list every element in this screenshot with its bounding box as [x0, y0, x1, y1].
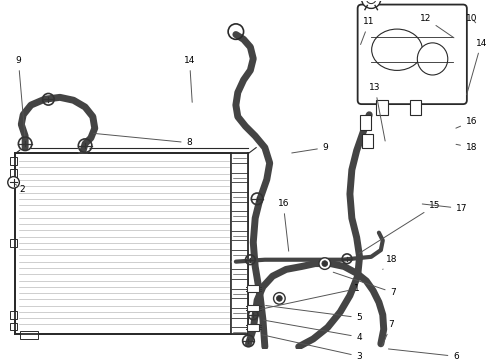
Text: 10: 10: [466, 14, 477, 23]
Bar: [231, 308, 248, 318]
Bar: [247, 324, 259, 331]
Circle shape: [362, 0, 381, 8]
Text: 9: 9: [292, 143, 329, 153]
Bar: [231, 183, 248, 192]
Circle shape: [319, 258, 331, 269]
Ellipse shape: [371, 29, 422, 71]
Text: 18: 18: [383, 255, 397, 269]
Text: 2: 2: [16, 184, 25, 194]
Bar: [247, 305, 259, 311]
Text: 6: 6: [389, 349, 459, 360]
Text: 13: 13: [369, 83, 385, 141]
Circle shape: [276, 296, 282, 301]
Bar: [360, 115, 371, 130]
Text: 1: 1: [260, 284, 360, 309]
Bar: [231, 269, 248, 279]
Text: 3: 3: [262, 335, 363, 360]
Text: 16: 16: [456, 117, 477, 128]
Bar: [10, 323, 18, 330]
Bar: [362, 134, 373, 148]
Circle shape: [367, 0, 376, 4]
Text: 9: 9: [16, 56, 25, 136]
Bar: [231, 289, 248, 298]
Bar: [376, 100, 388, 115]
Text: 7: 7: [333, 272, 396, 297]
Bar: [247, 285, 259, 292]
Bar: [231, 192, 248, 202]
Circle shape: [273, 293, 285, 304]
Text: 7: 7: [382, 320, 394, 346]
Text: 8: 8: [94, 134, 193, 147]
Bar: [10, 239, 18, 247]
Text: 14: 14: [184, 56, 196, 102]
Bar: [231, 202, 248, 211]
Bar: [231, 240, 248, 250]
Text: 14: 14: [466, 39, 487, 95]
Text: 17: 17: [422, 204, 468, 213]
Bar: [231, 260, 248, 269]
Text: 15: 15: [359, 201, 441, 253]
Bar: [16, 153, 231, 334]
Bar: [231, 298, 248, 308]
Bar: [231, 279, 248, 289]
Text: 12: 12: [419, 14, 454, 38]
Bar: [231, 173, 248, 183]
Bar: [10, 169, 18, 177]
Circle shape: [8, 177, 20, 188]
Bar: [231, 231, 248, 240]
Text: 5: 5: [266, 306, 363, 322]
Bar: [231, 211, 248, 221]
Bar: [231, 250, 248, 260]
Bar: [410, 100, 421, 115]
Bar: [231, 153, 248, 163]
Text: 16: 16: [277, 199, 289, 251]
Text: 18: 18: [456, 143, 477, 152]
Bar: [231, 221, 248, 231]
Bar: [20, 331, 38, 339]
Bar: [231, 163, 248, 173]
Bar: [10, 311, 18, 319]
Ellipse shape: [417, 43, 448, 75]
Bar: [231, 327, 248, 334]
FancyBboxPatch shape: [358, 5, 467, 104]
Text: 11: 11: [361, 17, 375, 45]
Bar: [231, 318, 248, 327]
Text: 4: 4: [264, 320, 362, 342]
Bar: [10, 157, 18, 165]
Circle shape: [322, 261, 328, 266]
